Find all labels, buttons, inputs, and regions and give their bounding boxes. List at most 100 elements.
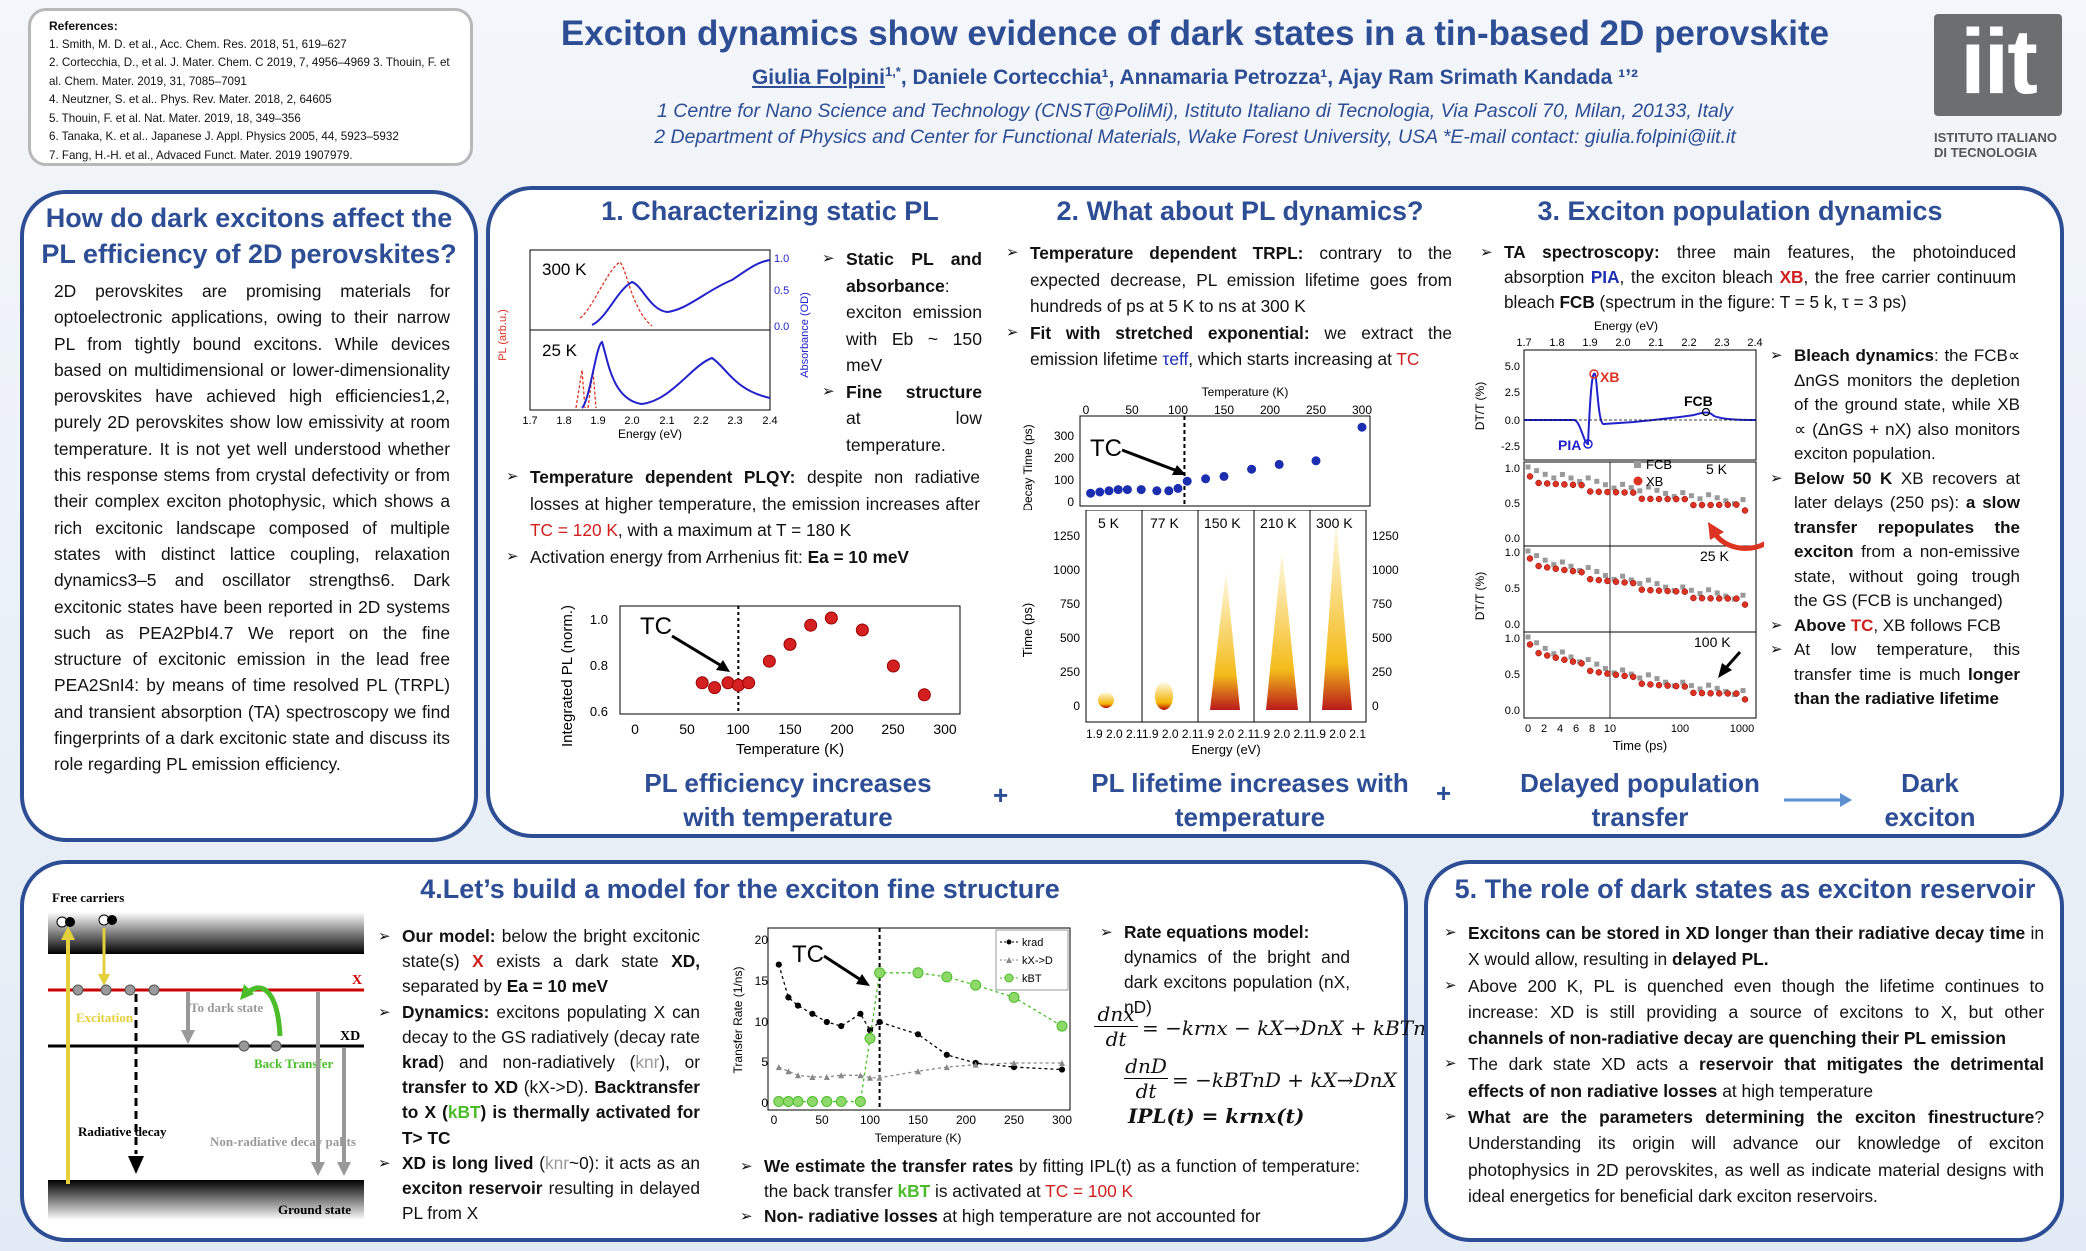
decay-time-chart: Temperature (K) 0 50 100 150 200 250 300…	[1021, 385, 1372, 510]
ref-5: 5. Thouin, F. et al. Nat. Mater. 2019, 1…	[49, 111, 301, 125]
level-xd-label: XD	[340, 1029, 360, 1044]
m2-rest3: ), or	[659, 1052, 700, 1073]
decay-xtick: 200	[1260, 403, 1280, 417]
level-x-label: X	[352, 973, 362, 988]
ta-time-tick: 8	[1589, 723, 1595, 735]
ta-fcb-point	[1740, 688, 1746, 694]
ta-xb-point	[1741, 601, 1749, 608]
ta-xb-point	[1655, 495, 1663, 503]
ta-panel-ytick: 0.5	[1505, 669, 1520, 681]
ta-fcb-point	[1585, 565, 1591, 571]
ta-xb-point	[1621, 672, 1628, 680]
nonrad-label: Non-radiative decay pahts	[210, 1134, 356, 1149]
rate-tc-label: TC	[792, 941, 824, 968]
r-tick-3: 0.0	[774, 321, 789, 333]
b3-head: Temperature dependent PLQY:	[530, 467, 796, 487]
ta-xb-point	[1664, 682, 1671, 689]
map-300k-blob	[1322, 520, 1352, 710]
pia-marker	[1583, 439, 1593, 449]
affiliation-1: 1 Centre for Nano Science and Technology…	[657, 100, 1733, 122]
ta-xb-point	[1707, 595, 1714, 602]
map-xticks: 1.9 2.0 2.11.9 2.0 2.11.9 2.0 2.11.9 2.0…	[1086, 727, 1366, 741]
plus-2: +	[1436, 778, 1452, 808]
p3-text: The dark state XD acts a	[1468, 1054, 1699, 1075]
ta-fcb-point	[1568, 654, 1574, 660]
decay-point	[1104, 486, 1114, 496]
ta-xtick: 2.1	[1648, 337, 1663, 349]
s2b2-rest: we extract the emission lifetime	[1030, 322, 1452, 370]
ta-fcb-point	[1602, 482, 1608, 488]
est-rest: by fitting IPL(t) as a function of tempe…	[764, 1156, 1360, 1201]
s3b1-rest3: , the free carrier continuum bleach	[1504, 267, 2017, 312]
plqy-tc-arrowhead	[716, 660, 730, 672]
to-dark-label: To dark state	[190, 1000, 263, 1015]
ta-red-arrowhead	[1708, 522, 1724, 540]
ta-t1: 5 K	[1706, 461, 1728, 477]
rate-ytick: 15	[755, 974, 769, 988]
ta-xb-point	[1552, 654, 1560, 661]
ta-xb-point	[1621, 579, 1628, 586]
ta-fcb-point	[1645, 577, 1651, 583]
ta-fcb-point	[1585, 657, 1591, 663]
ta-fcb-point	[1680, 490, 1686, 496]
rate-point	[867, 1074, 873, 1081]
rate-point	[1058, 1066, 1066, 1073]
b1-rest: : exciton emission with	[846, 275, 982, 349]
ta-fcb-point	[1654, 581, 1660, 587]
rate-point	[838, 1023, 845, 1030]
eq-rest: dynamics of the bright and dark excitons…	[1124, 947, 1350, 1017]
s3b1-xb: XB	[1779, 267, 1804, 287]
r2-head: Below 50 K	[1794, 468, 1893, 488]
rate-point	[792, 1096, 804, 1108]
m3-rest2: ~0): it acts as an	[568, 1152, 700, 1173]
ta-fcb-point	[1525, 634, 1531, 640]
ta-fcb-point	[1654, 487, 1660, 493]
m3-knr: knr	[544, 1152, 569, 1173]
rate-xtick: 50	[815, 1113, 829, 1127]
ta-top-xlabel: Energy (eV)	[1594, 319, 1658, 333]
ta-ytick: 5.0	[1505, 361, 1520, 373]
m2-bold3: ) is thermally activated for T> TC	[402, 1102, 700, 1148]
rate-xtick: 200	[956, 1113, 976, 1127]
ta-xb-point	[1647, 681, 1654, 688]
map-77k-blob	[1155, 682, 1173, 710]
r3-head: Above	[1794, 615, 1851, 635]
plqy-chart: 1.0 0.8 0.6 0 50 100 150 200 250 300 Tem…	[560, 605, 961, 758]
rate-point	[835, 1096, 847, 1108]
map-ylabel: Time (ps)	[1020, 603, 1035, 657]
eq2-rhs: = −kBTnD + kX→DnX	[1172, 1068, 1397, 1092]
ta-time-tick: 1000	[1730, 723, 1754, 735]
sec4-bullet-3: XD is long lived (knr~0): it acts as an …	[378, 1151, 700, 1227]
ta-fcb-point	[1637, 488, 1643, 494]
ta-xtick: 2.4	[1747, 337, 1762, 349]
ta-xb-point	[1715, 595, 1723, 602]
other-authors: , Daniele Cortecchia¹, Annamaria Petrozz…	[900, 66, 1639, 89]
ta-time-tick: 4	[1557, 723, 1563, 735]
ground-label: Ground state	[278, 1202, 351, 1217]
ta-xb-point	[1578, 660, 1585, 667]
ta-xb-point	[1681, 683, 1689, 690]
p2-bold: channels of non-radiative decay are quen…	[1468, 1028, 2006, 1049]
m3-head: XD is long lived	[402, 1152, 534, 1173]
ta-time-tick: 6	[1573, 723, 1579, 735]
r2-bold: a slow transfer repopulates the exciton	[1794, 493, 2020, 561]
rate-point	[773, 1096, 785, 1108]
rate-point	[864, 1032, 876, 1044]
sec2-conclusion: PL lifetime increases with temperature	[1091, 768, 1409, 832]
poster-title: Exciton dynamics show evidence of dark s…	[560, 14, 1830, 53]
plqy-xtick: 200	[830, 721, 854, 737]
ta-panel-ytick: 1.0	[1505, 633, 1520, 645]
ta-xb-point	[1561, 566, 1568, 574]
sec5-bullet-4: What are the parameters determining the …	[1444, 1104, 2044, 1209]
ta-xb-point	[1535, 479, 1542, 487]
ref-1: 1. Smith, M. D. et al., Acc. Chem. Res. …	[49, 37, 347, 51]
rate-point	[972, 1061, 979, 1068]
eq1-rhs: = −krnx − kX→DnX + kBTnD	[1142, 1016, 1442, 1040]
ta-xb-point	[1647, 495, 1654, 503]
ta-fcb-point	[1534, 468, 1540, 474]
ta-xtick: 2.0	[1615, 337, 1630, 349]
p3-end: at high temperature	[1717, 1080, 1874, 1101]
rate-point	[823, 1018, 830, 1026]
ta-fcb-point	[1680, 584, 1686, 590]
p3-bold: reservoir that mitigates the detrimental…	[1468, 1054, 2045, 1101]
